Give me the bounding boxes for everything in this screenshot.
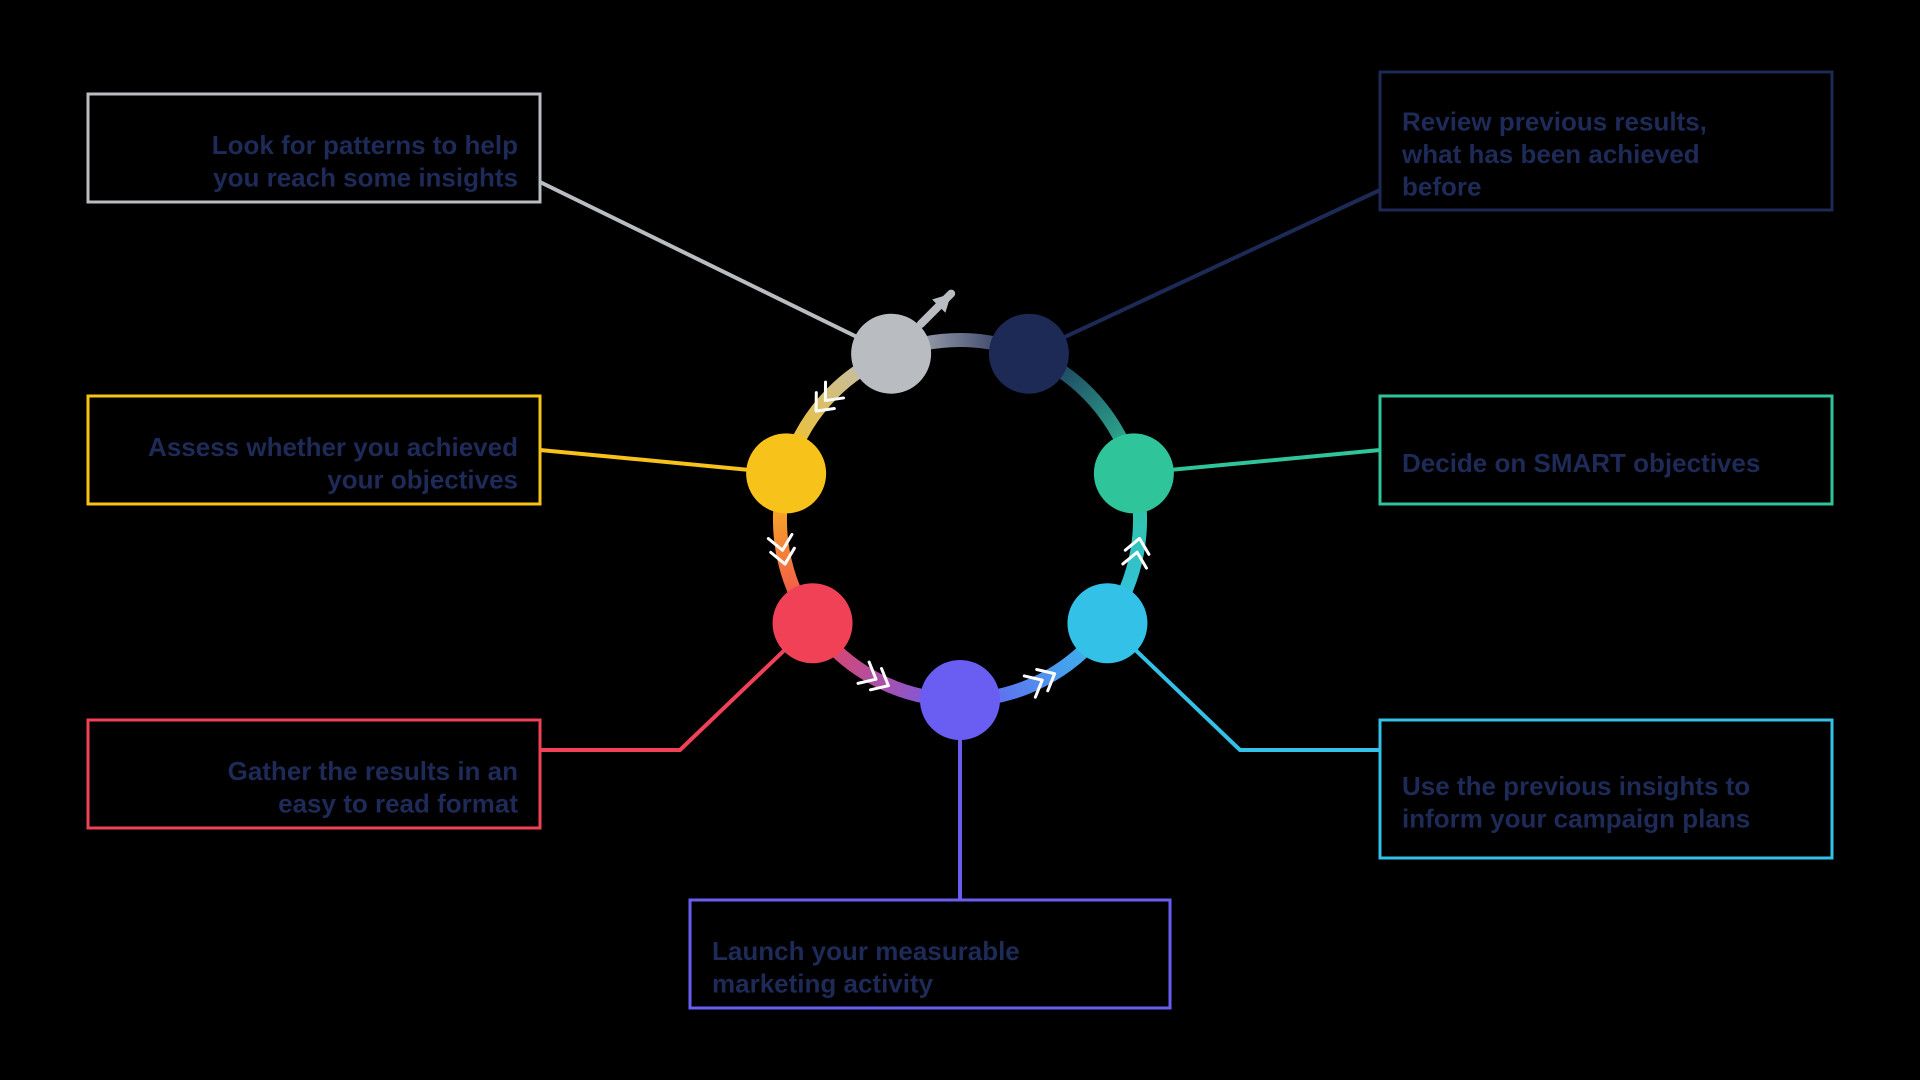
label-text-smart: Decide on SMART objectives: [1402, 448, 1760, 478]
node-launch: [920, 660, 1000, 740]
connector-gather: [540, 623, 813, 750]
node-insights-plans: [1067, 583, 1147, 663]
node-review: [989, 314, 1069, 394]
node-gather: [773, 583, 853, 663]
circular-process-diagram: Review previous results,what has been ac…: [0, 0, 1920, 1080]
node-assess: [746, 433, 826, 513]
connector-review: [1029, 190, 1380, 354]
connector-patterns: [540, 182, 891, 354]
connector-insights-plans: [1107, 623, 1380, 750]
node-smart: [1094, 433, 1174, 513]
